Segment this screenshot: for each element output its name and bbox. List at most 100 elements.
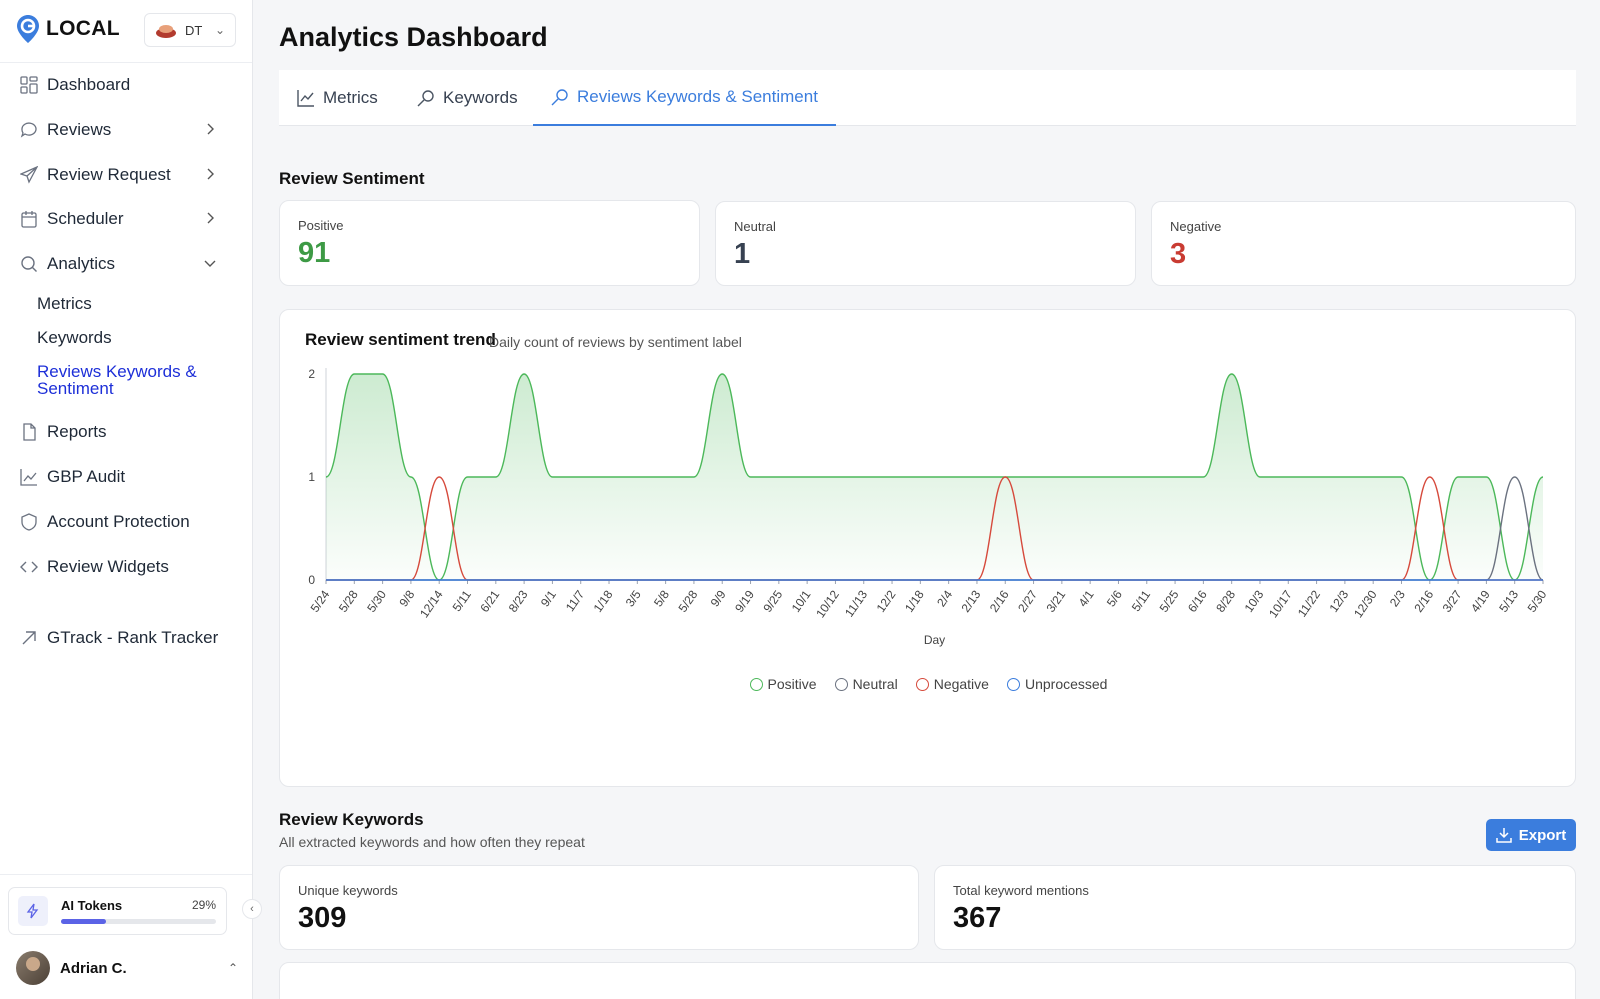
review-keywords-title: Review Keywords bbox=[279, 810, 424, 829]
sidebar-item-analytics[interactable]: Analytics bbox=[0, 246, 252, 282]
positive-card: Positive 91 bbox=[279, 200, 700, 286]
legend-item-neutral[interactable]: Neutral bbox=[834, 676, 898, 692]
tab-metrics[interactable]: Metrics bbox=[279, 70, 396, 126]
sidebar-item-label: Review Request bbox=[47, 165, 171, 184]
legend-item-positive[interactable]: Positive bbox=[749, 676, 817, 692]
logo[interactable]: LOCAL bbox=[16, 14, 120, 44]
chevron-right-icon bbox=[207, 168, 214, 180]
line-chart-icon bbox=[297, 90, 314, 107]
chart-icon bbox=[20, 469, 37, 486]
positive-series-line bbox=[325, 373, 1544, 581]
chevron-down-icon: ⌄ bbox=[214, 23, 225, 37]
analytics-tabs: Metrics Keywords Reviews Keywords & Sent… bbox=[279, 70, 1576, 126]
user-menu[interactable]: Adrian C. ⌃ bbox=[16, 951, 238, 985]
x-tick-label: 5/24 bbox=[308, 587, 333, 614]
reviews-icon bbox=[20, 122, 37, 138]
x-tick-label: 12/3 bbox=[1326, 587, 1351, 614]
x-tick-label: 8/28 bbox=[1213, 587, 1238, 614]
neutral-value: 1 bbox=[734, 238, 751, 270]
sidebar-subitem-metrics[interactable]: Metrics bbox=[37, 294, 92, 313]
user-name: Adrian C. bbox=[60, 959, 127, 977]
key-search-icon bbox=[551, 89, 568, 106]
review-sentiment-title: Review Sentiment bbox=[279, 169, 425, 188]
sidebar-item-gtrack[interactable]: GTrack - Rank Tracker bbox=[0, 620, 252, 656]
tab-label: Metrics bbox=[323, 88, 378, 107]
sidebar-subitem-keywords[interactable]: Keywords bbox=[37, 328, 112, 347]
x-tick-label: 2/3 bbox=[1387, 587, 1408, 609]
tab-keywords[interactable]: Keywords bbox=[399, 70, 536, 126]
x-tick-label: 5/11 bbox=[450, 587, 475, 614]
logo-text: LOCAL bbox=[46, 17, 120, 40]
sidebar-item-dashboard[interactable]: Dashboard bbox=[0, 67, 252, 103]
search-icon bbox=[21, 256, 37, 272]
chevron-right-icon bbox=[207, 123, 214, 135]
key-search-icon bbox=[417, 90, 434, 107]
file-icon bbox=[23, 423, 36, 441]
sidebar-item-reports[interactable]: Reports bbox=[0, 414, 252, 450]
tab-reviews-keywords-sentiment[interactable]: Reviews Keywords & Sentiment bbox=[533, 70, 836, 126]
legend-label: Unprocessed bbox=[1024, 676, 1108, 692]
export-button[interactable]: Export bbox=[1486, 819, 1576, 851]
code-icon bbox=[20, 561, 38, 573]
legend-swatch bbox=[915, 677, 929, 691]
sidebar-footer: AI Tokens 29% Adrian C. ⌃ bbox=[0, 874, 252, 999]
positive-label: Positive bbox=[298, 218, 344, 233]
avatar bbox=[16, 951, 50, 985]
x-tick-label: 2/16 bbox=[987, 587, 1012, 614]
page-title: Analytics Dashboard bbox=[279, 22, 548, 52]
sidebar-item-review-widgets[interactable]: Review Widgets bbox=[0, 549, 252, 585]
sidebar-subitem-reviews-keywords-sentiment[interactable]: Reviews Keywords & Sentiment bbox=[37, 362, 197, 398]
x-tick-label: 9/19 bbox=[732, 587, 757, 614]
sidebar-item-reviews[interactable]: Reviews bbox=[0, 112, 252, 148]
shield-icon bbox=[21, 513, 37, 531]
x-tick-label: 5/28 bbox=[676, 587, 701, 614]
legend-swatch bbox=[1006, 677, 1020, 691]
positive-value: 91 bbox=[298, 237, 331, 269]
location-avatar-icon bbox=[156, 25, 176, 38]
x-axis-title: Day bbox=[924, 633, 945, 647]
x-tick-label: 5/6 bbox=[1104, 587, 1125, 609]
x-tick-label: 2/27 bbox=[1015, 587, 1040, 614]
dashboard-icon bbox=[20, 76, 38, 94]
arrow-up-right-icon bbox=[22, 631, 36, 645]
x-tick-label: 9/8 bbox=[396, 587, 417, 609]
x-tick-label: 9/9 bbox=[708, 587, 729, 609]
sidebar-item-scheduler[interactable]: Scheduler bbox=[0, 201, 252, 237]
legend-swatch bbox=[749, 677, 763, 691]
legend-label: Neutral bbox=[852, 676, 898, 692]
ai-tokens-progress bbox=[61, 919, 216, 924]
ai-tokens-label: AI Tokens bbox=[61, 898, 123, 913]
x-tick-label: 1/18 bbox=[902, 587, 927, 614]
x-tick-label: 11/7 bbox=[563, 587, 588, 614]
unique-keywords-label: Unique keywords bbox=[298, 883, 398, 898]
legend-item-negative[interactable]: Negative bbox=[915, 676, 989, 692]
ai-tokens-widget[interactable]: AI Tokens 29% bbox=[8, 887, 227, 935]
x-tick-label: 5/30 bbox=[1525, 587, 1550, 614]
neutral-card: Neutral 1 bbox=[715, 201, 1136, 286]
sidebar-item-label: GBP Audit bbox=[47, 467, 126, 486]
ai-tokens-percent: 29% bbox=[191, 898, 216, 912]
chart-legend: Positive Neutral Negative Unprocessed bbox=[280, 676, 1577, 692]
location-selector[interactable]: DT ⌄ bbox=[144, 13, 236, 47]
location-code: DT bbox=[185, 22, 203, 38]
sidebar-item-label: Reviews bbox=[47, 120, 112, 139]
chart-subtitle: Daily count of reviews by sentiment labe… bbox=[489, 334, 742, 350]
export-label: Export bbox=[1518, 826, 1567, 844]
sidebar-item-account-protection[interactable]: Account Protection bbox=[0, 504, 252, 540]
sidebar-item-label: Analytics bbox=[47, 254, 116, 273]
x-tick-label: 5/28 bbox=[336, 587, 361, 614]
sidebar-item-gbp-audit[interactable]: GBP Audit bbox=[0, 459, 252, 495]
x-tick-label: 2/4 bbox=[934, 587, 955, 609]
sidebar-item-label: Account Protection bbox=[47, 512, 190, 531]
sidebar-item-review-request[interactable]: Review Request bbox=[0, 157, 252, 193]
total-mentions-card: Total keyword mentions 367 bbox=[934, 865, 1576, 950]
legend-item-unprocessed[interactable]: Unprocessed bbox=[1006, 676, 1108, 692]
x-tick-label: 12/14 bbox=[417, 587, 446, 620]
x-tick-label: 2/16 bbox=[1411, 587, 1436, 614]
x-tick-label: 6/21 bbox=[477, 587, 502, 614]
sidebar-collapse-button[interactable]: ‹ bbox=[242, 899, 262, 919]
legend-label: Positive bbox=[767, 676, 817, 692]
sidebar-item-label: Dashboard bbox=[47, 75, 131, 94]
chevron-up-icon: ⌃ bbox=[227, 961, 238, 975]
